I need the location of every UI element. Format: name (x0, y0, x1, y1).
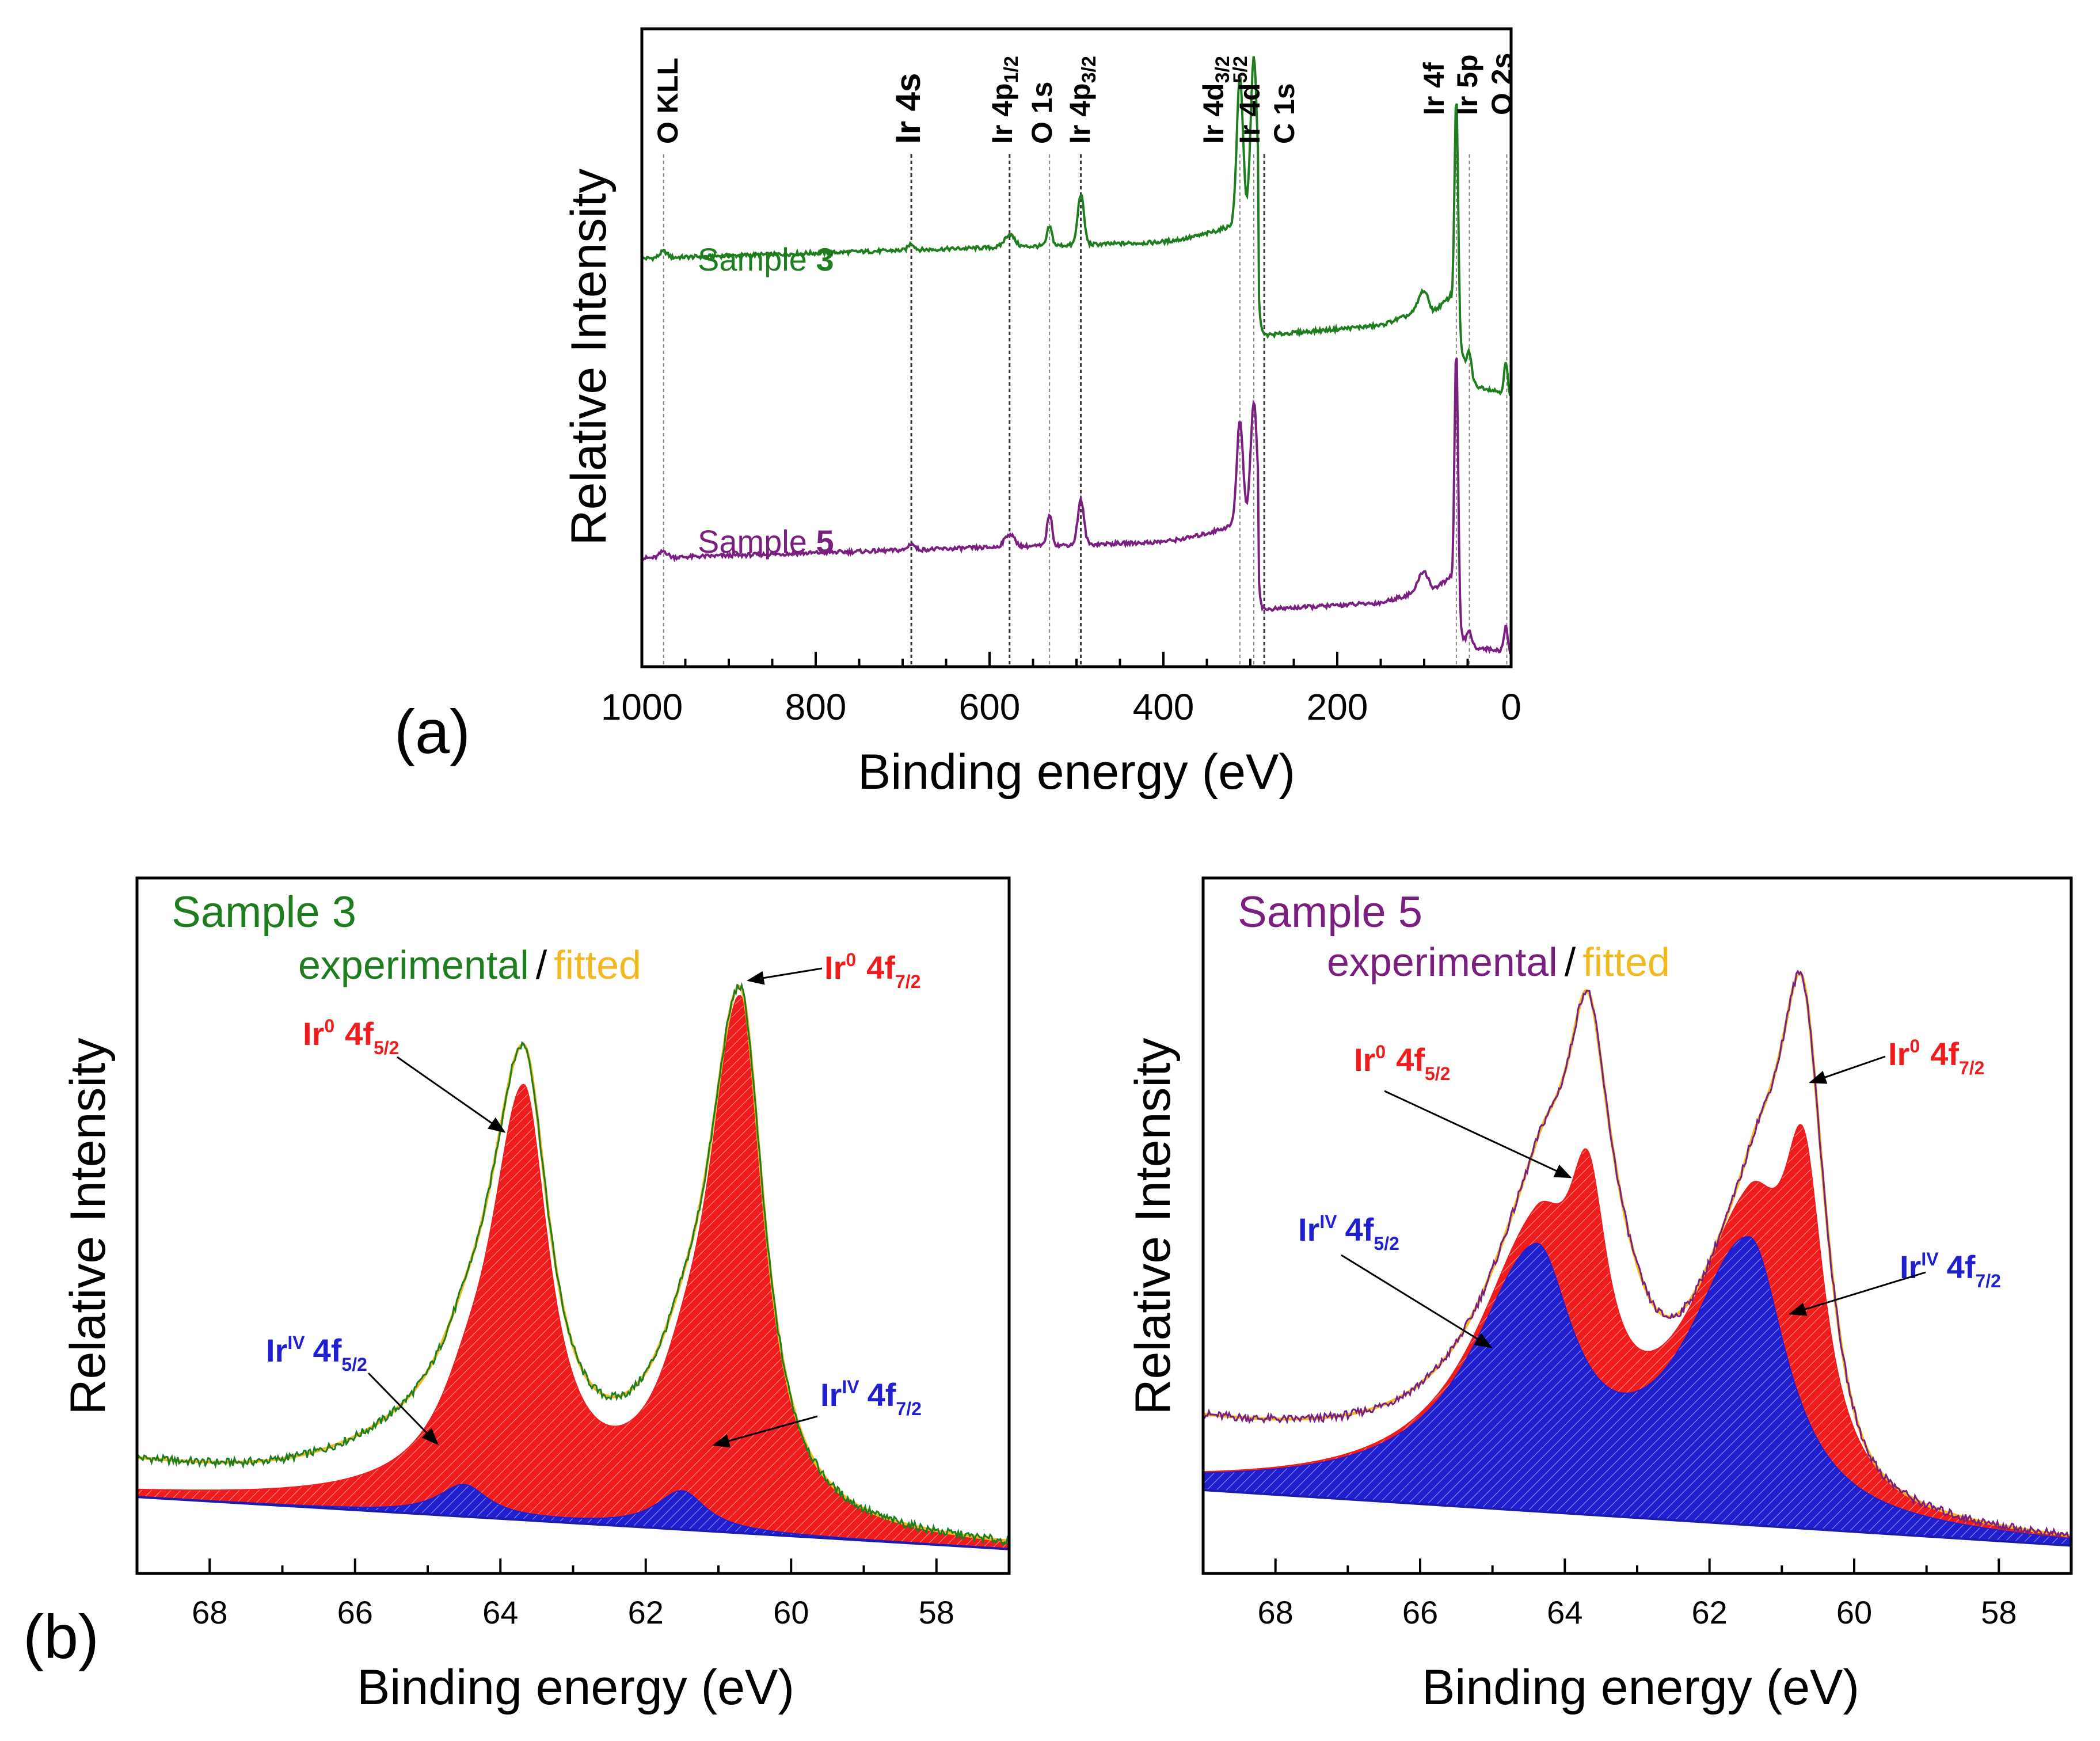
arrow-iriv-4f72-s3 (712, 1415, 818, 1448)
survey-label-sample3: Sample 3 (698, 241, 834, 278)
x-tick-label: 800 (785, 686, 847, 728)
x-tick-label: 66 (1402, 1594, 1438, 1630)
peak-label-ir4d32: Ir 4d3/2 (1197, 56, 1234, 144)
arrow-iriv-4f52-s3 (367, 1372, 439, 1446)
experimental-curve (136, 982, 1010, 1546)
x-tick-label: 60 (1836, 1594, 1872, 1630)
component-area-ir0 (136, 994, 1010, 1550)
x-tick-label: 64 (482, 1594, 518, 1630)
arrow-ir0-4f72-s3 (747, 967, 823, 985)
x-tick-label: 68 (192, 1594, 227, 1630)
x-tick-label: 68 (1258, 1594, 1294, 1630)
arrow-ir0-4f52-s3 (397, 1056, 506, 1133)
peak-label-o1s: O 1s (1026, 82, 1058, 144)
survey-label-sample5: Sample 5 (698, 523, 834, 560)
ir4f-sample3-x-axis-label: Binding energy (eV) (357, 1660, 794, 1715)
peak-label-ir5p: Ir 5p (1451, 54, 1483, 115)
arrow-iriv-4f72-s5 (1789, 1271, 1926, 1316)
label-ir0-4f72-s3: Ir0 4f7/2 (824, 949, 920, 992)
label-iriv-4f52-s5: IrIV 4f5/2 (1298, 1211, 1399, 1254)
arrow-iriv-4f52-s5 (1341, 1254, 1493, 1348)
survey-x-ticks: 1000 800 600 400 200 0 (601, 652, 1521, 728)
survey-line-sample-3 (641, 56, 1512, 397)
survey-line-sample-5 (641, 358, 1512, 655)
ir4f-sample3-x-ticks: 68 66 64 62 60 58 (136, 1558, 1010, 1630)
experimental-curve (1203, 970, 2072, 1540)
x-tick-label: 62 (1692, 1594, 1728, 1630)
x-tick-label: 66 (337, 1594, 373, 1630)
ir4f-sample5-x-ticks: 68 66 64 62 60 58 (1202, 1558, 2072, 1630)
x-tick-label: 60 (773, 1594, 809, 1630)
x-tick-label: 62 (628, 1594, 664, 1630)
x-tick-label: 1000 (601, 686, 683, 728)
ir4f-sample5-legend: experimental / fitted (1327, 940, 1670, 984)
background-line (1203, 1489, 2072, 1547)
ir4f-sample3-title: Sample 3 (172, 888, 356, 937)
x-tick-label: 0 (1501, 686, 1521, 728)
survey-x-axis-label: Binding energy (eV) (858, 744, 1295, 800)
x-tick-label: 64 (1547, 1594, 1582, 1630)
ir4f-sample5-panel: 68 66 64 62 60 58 Sample 5 experimental / fitte… (1125, 876, 2073, 1715)
x-tick-label: 600 (959, 686, 1021, 728)
survey-series (641, 56, 1512, 655)
background-line (136, 1496, 1010, 1550)
label-iriv-4f52-s3: IrIV 4f5/2 (266, 1332, 367, 1375)
x-tick-label: 200 (1307, 686, 1368, 728)
x-tick-label: 58 (1981, 1594, 2017, 1630)
ir4f-sample3-panel: 68 66 64 62 60 58 Sample 3 experimental / fitte… (23, 876, 1011, 1715)
panel-label-b: (b) (23, 1602, 99, 1671)
x-tick-label: 58 (919, 1594, 954, 1630)
label-iriv-4f72-s5: IrIV 4f7/2 (1900, 1249, 2001, 1291)
peak-label-ir4p32: Ir 4p3/2 (1064, 56, 1100, 144)
arrow-ir0-4f72-s5 (1809, 1055, 1886, 1084)
label-ir0-4f52-s3: Ir0 4f5/2 (303, 1016, 399, 1058)
ir4f-sample5-title: Sample 5 (1238, 888, 1422, 937)
ir4f-sample3-y-axis-label: Relative Intensity (60, 1038, 116, 1415)
peak-label-ir4f: Ir 4f (1418, 62, 1450, 115)
panel-label-a: (a) (394, 697, 470, 766)
ir4f-sample3-curves (136, 982, 1010, 1550)
peak-label-o-kll: O KLL (652, 58, 684, 144)
ir4f-sample5-x-axis-label: Binding energy (eV) (1422, 1660, 1859, 1715)
peak-label-c1s: C 1s (1268, 83, 1300, 144)
peak-label-ir4s: Ir 4s (889, 73, 927, 144)
x-tick-label: 400 (1133, 686, 1194, 728)
peak-label-ir4p12: Ir 4p1/2 (986, 56, 1022, 144)
peak-label-ir4d52: Ir 4d5/2 (1230, 56, 1266, 144)
label-iriv-4f72-s3: IrIV 4f7/2 (820, 1377, 922, 1419)
arrow-ir0-4f52-s5 (1384, 1090, 1572, 1179)
survey-panel: 1000 800 600 400 200 0 O KLL Ir 4s Ir 4p1/2 O… (394, 27, 1521, 800)
ir4f-sample3-legend: experimental / fitted (298, 942, 641, 987)
label-ir0-4f72-s5: Ir0 4f7/2 (1888, 1036, 1984, 1078)
ir4f-sample5-y-axis-label: Relative Intensity (1125, 1038, 1181, 1415)
label-ir0-4f52-s5: Ir0 4f5/2 (1354, 1041, 1450, 1084)
peak-label-o2s: O 2s (1486, 53, 1518, 115)
survey-y-axis-label: Relative Intensity (561, 169, 617, 546)
